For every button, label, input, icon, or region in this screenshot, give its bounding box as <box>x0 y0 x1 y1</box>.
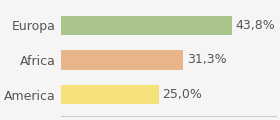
Text: 43,8%: 43,8% <box>235 19 275 32</box>
Text: 31,3%: 31,3% <box>186 54 226 66</box>
Bar <box>62 50 183 70</box>
Text: 25,0%: 25,0% <box>162 88 202 101</box>
Bar <box>62 85 159 105</box>
Bar <box>62 15 232 35</box>
